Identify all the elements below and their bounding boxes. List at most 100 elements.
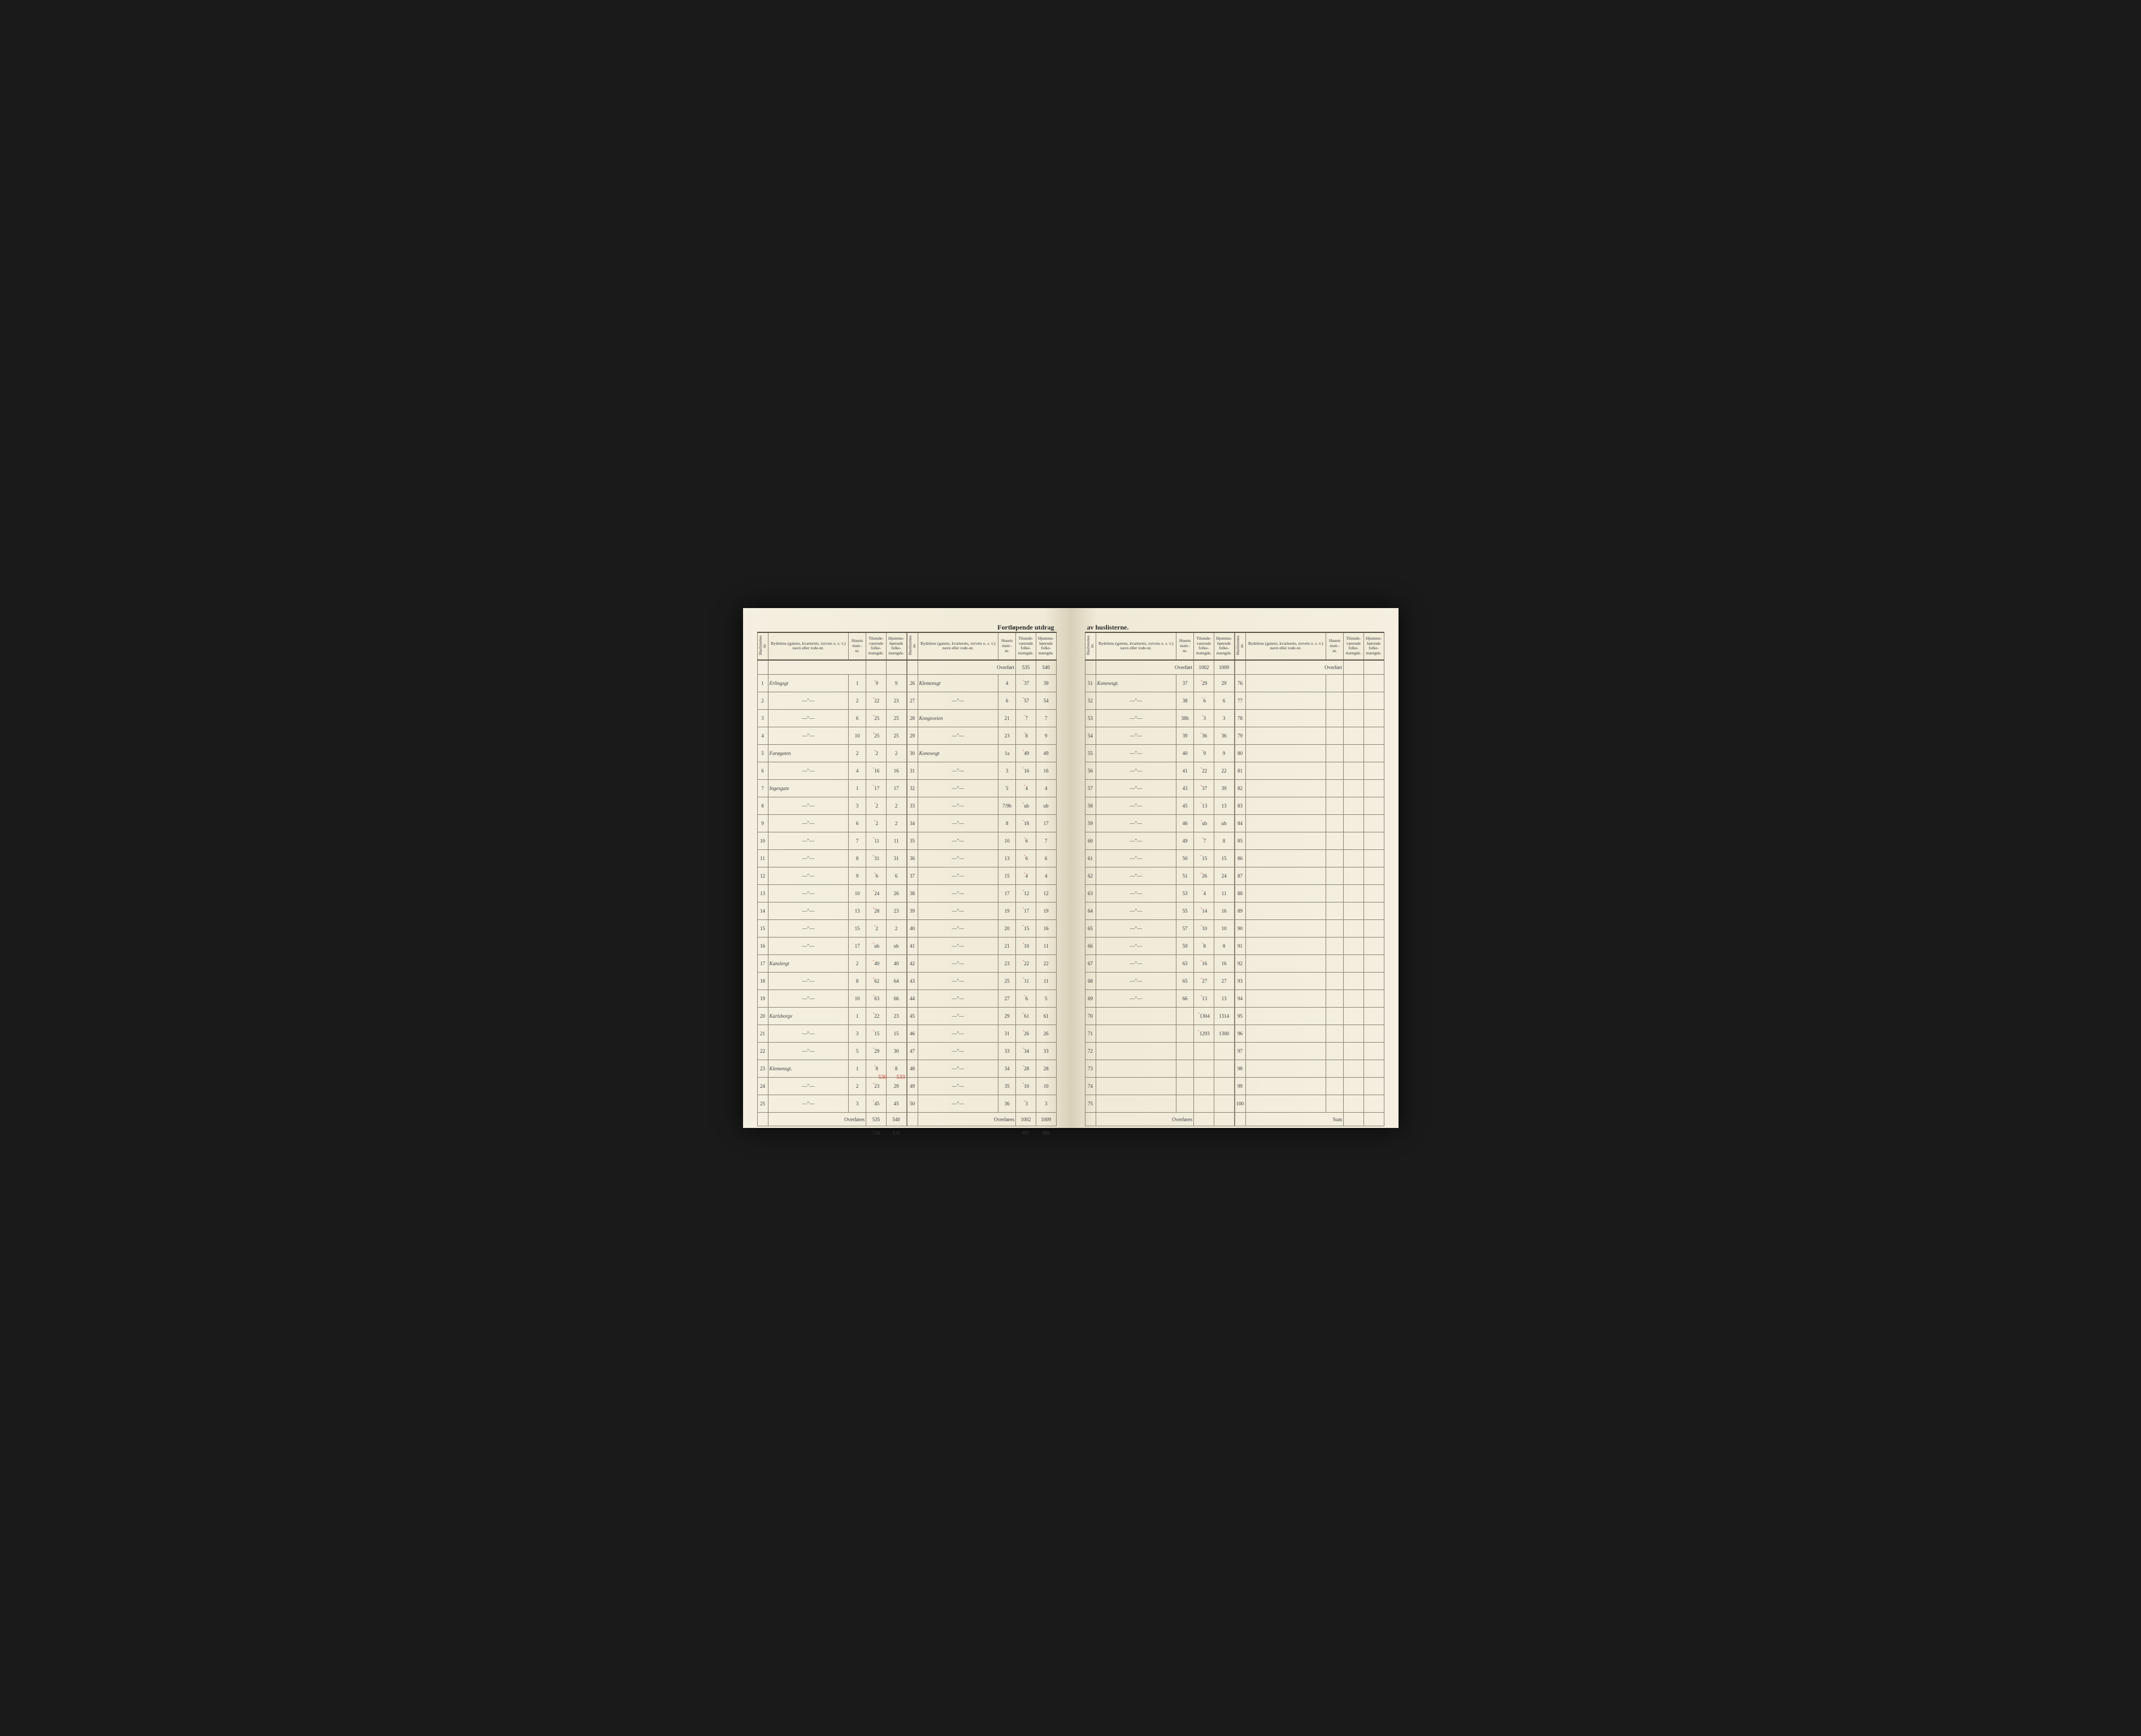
tilstede-val: ˇ26 (1016, 1025, 1036, 1043)
matr-nr: 8 (849, 973, 866, 990)
hjemme-val: 6 (1214, 692, 1234, 710)
red-correction-row: 530533 (757, 1126, 906, 1140)
tilstede-val: ˇ4 (1194, 885, 1214, 902)
row-idx: 40 (907, 920, 918, 938)
tilstede-val: ˇ22 (1016, 955, 1036, 973)
matr-nr: 38b (1176, 710, 1194, 727)
row-idx: 42 (907, 955, 918, 973)
matr-nr (1176, 1008, 1194, 1025)
table-row: 66—"—59ˇ88 (1085, 938, 1234, 955)
street-name: Kongsveien (918, 710, 998, 727)
street-name (1245, 920, 1326, 938)
street-ditto: —"— (768, 762, 849, 780)
tilstede-val: ˇ28 (866, 902, 887, 920)
street-ditto: —"— (918, 1095, 998, 1113)
street-name (1245, 902, 1326, 920)
row-idx: 65 (1085, 920, 1096, 938)
tilstede-val: ˇ24 (866, 885, 887, 902)
tilstede-val: ˇ29 (1194, 675, 1214, 692)
street-ditto: —"— (1096, 990, 1176, 1008)
hjemme-val (1214, 1078, 1234, 1095)
table-row: 73 (1085, 1060, 1234, 1078)
matr-nr (1326, 885, 1344, 902)
street-ditto: —"— (918, 832, 998, 850)
tilstede-val: ˇ17 (1016, 902, 1036, 920)
matr-nr: 27 (998, 990, 1016, 1008)
hjemme-val (1363, 727, 1384, 745)
sum-til: 1002 (1016, 1113, 1036, 1126)
matr-nr (1326, 955, 1344, 973)
tilstede-val: ˇ37 (1016, 675, 1036, 692)
row-idx: 2 (757, 692, 768, 710)
hjemme-val: 16 (1214, 955, 1234, 973)
row-idx: 93 (1235, 973, 1245, 990)
hjemme-val: 66 (886, 990, 906, 1008)
hdr-hjem: Hjemme- hørende folke- mængde. (1214, 632, 1234, 660)
street-ditto: —"— (918, 938, 998, 955)
hdr-til: Tilstede- værende folke- mængde. (866, 632, 887, 660)
hjemme-val: 26 (886, 885, 906, 902)
row-idx: 95 (1235, 1008, 1245, 1025)
hjemme-val: 23 (886, 1008, 906, 1025)
matr-nr: 41 (1176, 762, 1194, 780)
table-row: 99 (1235, 1078, 1384, 1095)
hjemme-val: 22 (1036, 955, 1056, 973)
table-row: 95 (1235, 1008, 1384, 1025)
street-ditto: —"— (1096, 850, 1176, 867)
street-ditto: —"— (918, 815, 998, 832)
row-idx: 62 (1085, 867, 1096, 885)
hjemme-val: 6 (886, 867, 906, 885)
table-row: 27—"—6ˇ5754 (907, 692, 1056, 710)
sum-row: Overføres10021009 (907, 1113, 1056, 1126)
carry-til: 535 (1016, 660, 1036, 675)
street-ditto: —"— (768, 902, 849, 920)
tilstede-val (1344, 832, 1364, 850)
hdr-name: Bydelens (gatens, kvarterets, torvets o.… (1245, 632, 1326, 660)
row-idx: 10 (757, 832, 768, 850)
hjemme-val (1363, 692, 1384, 710)
tilstede-val: ˇ31 (866, 850, 887, 867)
street-name (1245, 832, 1326, 850)
row-idx: 88 (1235, 885, 1245, 902)
table-row: 44—"—27ˇ65 (907, 990, 1056, 1008)
hjemme-val (1363, 850, 1384, 867)
tilstede-val (1344, 1043, 1364, 1060)
row-idx: 1 (757, 675, 768, 692)
tilstede-val (1344, 692, 1364, 710)
matr-nr: 23 (998, 955, 1016, 973)
table-row: 18—"—8ˇ6264 (757, 973, 906, 990)
tilstede-val (1344, 815, 1364, 832)
street-ditto: —"— (1096, 692, 1176, 710)
row-idx: 33 (907, 797, 918, 815)
table-row: 55—"—40ˇ99 (1085, 745, 1234, 762)
matr-nr: 6 (849, 710, 866, 727)
hjemme-val: 16 (1036, 762, 1056, 780)
table-row: 32—"—5ˇ44 (907, 780, 1056, 797)
hjemme-val: 23 (886, 902, 906, 920)
tilstede-val: ˇ6 (1016, 850, 1036, 867)
table-row: 40—"—20ˇ1516 (907, 920, 1056, 938)
ledger-block-2: Huslisternes nr. Bydelens (gatens, kvart… (907, 632, 1057, 1140)
hjemme-val (1363, 920, 1384, 938)
street-name: Farøgaten (768, 745, 849, 762)
street-ditto: —"— (1096, 745, 1176, 762)
table-row: 2—"—2ˇ2223 (757, 692, 906, 710)
table-row: 34—"—8ˇ1817 (907, 815, 1056, 832)
tilstede-val (1194, 1078, 1214, 1095)
tilstede-val: ˇ6 (866, 867, 887, 885)
hdr-hjem: Hjemme- hørende folke- mængde. (886, 632, 906, 660)
matr-nr: 17 (849, 938, 866, 955)
matr-nr: 63 (1176, 955, 1194, 973)
sum-row: Sum (1235, 1113, 1384, 1126)
table-row: 15—"—15ˇ22 (757, 920, 906, 938)
tilstede-val: ˇ8 (1194, 938, 1214, 955)
street-ditto: —"— (768, 885, 849, 902)
carry-row (757, 660, 906, 675)
tilstede-val: ˇ27 (1194, 973, 1214, 990)
matr-nr: 3 (849, 797, 866, 815)
table-row: 72 (1085, 1043, 1234, 1060)
row-idx: 64 (1085, 902, 1096, 920)
tilstede-val (1344, 938, 1364, 955)
hdr-idx: Huslisternes nr. (907, 632, 918, 660)
table-row: 11—"—8ˇ3131 (757, 850, 906, 867)
